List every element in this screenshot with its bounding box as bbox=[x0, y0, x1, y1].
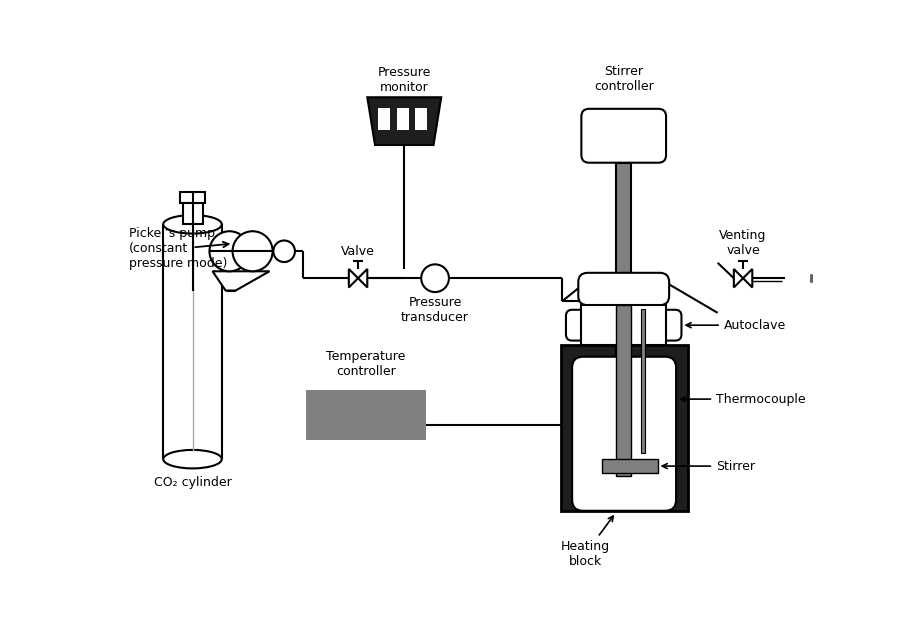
Bar bbox=[415, 108, 428, 130]
Bar bbox=[306, 390, 426, 440]
Text: Thermocouple: Thermocouple bbox=[680, 392, 805, 405]
FancyBboxPatch shape bbox=[566, 310, 595, 341]
Bar bbox=[180, 192, 205, 203]
Text: Pressure
transducer: Pressure transducer bbox=[401, 296, 469, 324]
Bar bbox=[602, 459, 658, 473]
Ellipse shape bbox=[163, 215, 222, 234]
Text: Pickel’s pump
(constant
pressure mode): Pickel’s pump (constant pressure mode) bbox=[130, 227, 227, 269]
Ellipse shape bbox=[163, 450, 222, 468]
Bar bbox=[641, 309, 645, 453]
Circle shape bbox=[209, 231, 249, 271]
FancyBboxPatch shape bbox=[582, 109, 666, 163]
Text: CO₂ cylinder: CO₂ cylinder bbox=[154, 476, 231, 489]
Polygon shape bbox=[213, 271, 269, 290]
Bar bbox=[561, 345, 688, 510]
Text: Stirrer: Stirrer bbox=[662, 460, 755, 473]
Text: Venting
valve: Venting valve bbox=[719, 229, 766, 256]
Polygon shape bbox=[743, 269, 752, 287]
Bar bbox=[616, 163, 631, 444]
Circle shape bbox=[421, 265, 449, 292]
Polygon shape bbox=[734, 269, 743, 287]
Text: Valve: Valve bbox=[342, 245, 375, 258]
Polygon shape bbox=[358, 269, 367, 287]
FancyBboxPatch shape bbox=[572, 357, 676, 510]
Text: Temperature
controller: Temperature controller bbox=[326, 350, 406, 378]
Text: Autoclave: Autoclave bbox=[686, 319, 786, 332]
Bar bbox=[163, 224, 222, 459]
Circle shape bbox=[233, 231, 273, 271]
Bar bbox=[378, 108, 390, 130]
Text: Heating
block: Heating block bbox=[561, 516, 613, 568]
Polygon shape bbox=[367, 97, 441, 145]
Bar bbox=[182, 201, 203, 224]
Polygon shape bbox=[349, 269, 358, 287]
Bar bbox=[397, 108, 409, 130]
FancyBboxPatch shape bbox=[578, 273, 670, 305]
FancyBboxPatch shape bbox=[652, 310, 681, 341]
Bar bbox=[582, 305, 666, 345]
Text: Pressure
monitor: Pressure monitor bbox=[378, 66, 431, 94]
Circle shape bbox=[274, 240, 295, 262]
Bar bbox=[616, 305, 631, 476]
Text: Stirrer
controller: Stirrer controller bbox=[593, 66, 653, 93]
